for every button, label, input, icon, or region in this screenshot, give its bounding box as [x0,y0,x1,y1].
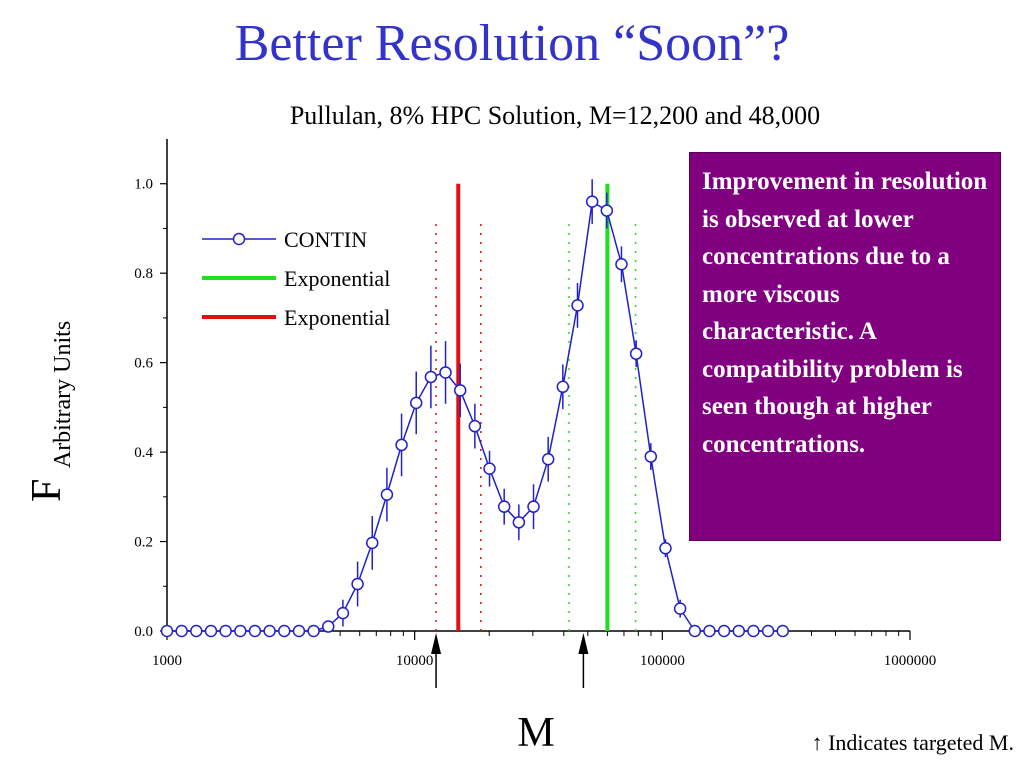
contin-point [424,370,438,384]
contin-point [175,624,188,638]
legend-label: Exponential [284,305,390,330]
contin-point [336,606,350,620]
contin-point [703,624,716,638]
y-tick-label: 0.0 [134,624,153,640]
contin-point [439,366,452,379]
contin-point [190,624,203,638]
x-tick-label: 1000 [152,653,182,669]
contin-point [571,299,584,312]
contin-point [747,624,760,638]
y-axis-label-main: F [24,479,70,502]
contin-point [322,620,335,633]
contin-point [409,396,423,410]
contin-point [365,536,379,550]
contin-point [615,257,628,271]
legend-swatch-marker [232,232,246,246]
contin-point [776,624,790,638]
contin-point [556,380,570,394]
contin-series [160,179,790,638]
contin-point [629,347,643,360]
contin-point [761,624,775,638]
contin-point [234,624,247,638]
y-tick-label: 0.2 [134,535,153,551]
contin-point [219,624,232,638]
target-markers [431,633,589,688]
chart-title: Pullulan, 8% HPC Solution, M=12,200 and … [290,101,820,130]
x-tick-label: 10000 [396,653,434,669]
axes: 0.0 0.2 0.4 0.6 0.8 1.0 1000 10000 100000 1000000 [134,139,936,669]
x-tick-label: 1000000 [884,653,937,669]
x-axis-label: M [517,710,554,756]
y-axis-label-sub: Arbitrary Units [50,321,76,468]
y-tick-label: 0.4 [134,445,153,461]
contin-point [732,624,746,638]
contin-point [483,462,496,475]
contin-point [248,624,262,638]
contin-point [497,500,511,513]
contin-point [600,204,614,217]
reference-lines [435,183,637,631]
contin-point [659,542,672,555]
target-arrow-head [431,633,442,654]
contin-point [278,624,291,638]
contin-point [263,624,276,638]
y-tick-label: 0.6 [134,356,153,372]
legend: CONTIN Exponential Exponential [202,227,390,330]
y-tick-label: 0.8 [134,266,153,282]
contin-point [512,516,526,529]
legend-label: Exponential [284,266,390,291]
contin-point [380,488,394,501]
contin-point [688,624,702,638]
contin-point [717,624,731,638]
callout-box: Improvement in resolution is observed at… [689,152,1001,541]
slide-title: Better Resolution “Soon”? [234,15,790,72]
contin-point [644,450,658,463]
y-tick-label: 1.0 [134,177,153,193]
contin-point [292,624,306,638]
contin-point [160,624,174,638]
contin-point [673,602,687,615]
target-arrow-head [578,633,589,654]
contin-point [395,438,408,452]
contin-point [468,419,482,433]
contin-point [453,384,467,397]
contin-point [204,624,218,638]
contin-point [527,500,540,513]
y-axis-label: F Arbitrary Units [24,321,76,502]
contin-point [585,195,599,208]
footnote: ↑ Indicates targeted M. [811,730,1014,755]
legend-label: CONTIN [284,227,367,252]
contin-point [541,452,555,466]
x-tick-label: 100000 [640,653,685,669]
contin-point [351,577,364,591]
contin-point [307,624,320,638]
